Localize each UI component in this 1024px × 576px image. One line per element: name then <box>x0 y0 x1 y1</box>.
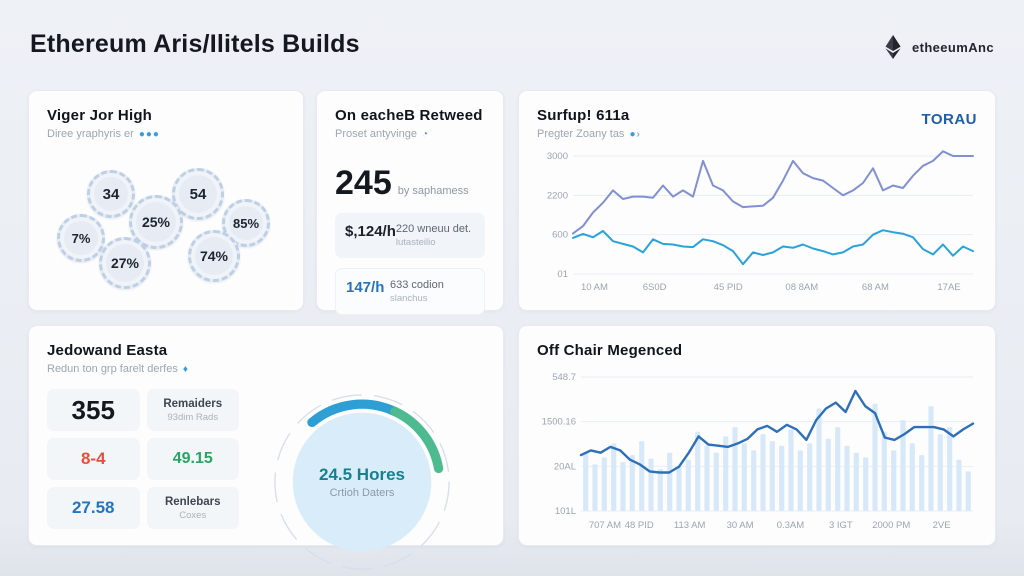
svg-text:600: 600 <box>552 230 568 241</box>
stat-row[interactable]: 147/h 633 codion slanchus <box>335 268 485 315</box>
stat-value: 49.15 <box>172 450 213 467</box>
stat-label: Remaiders <box>163 397 223 410</box>
brand-name: etheeumAnc <box>911 39 994 55</box>
card-surfup-chart: Surfup! 611a Pregter Zoany tas ●› TORAU … <box>518 90 996 311</box>
card-viger-jor-high: Viger Jor High Diree yraphyris er ●●● 34… <box>28 90 304 311</box>
info-dots-icon[interactable]: ●●● <box>138 128 160 140</box>
svg-text:01: 01 <box>557 269 568 280</box>
info-circle-icon[interactable]: ◔ <box>421 128 429 140</box>
stat-sublabel: 93dim Rads <box>167 411 219 423</box>
svg-text:2200: 2200 <box>547 190 568 201</box>
gear-badge[interactable]: 74% <box>188 230 240 282</box>
stat-grid: 355 Remaiders 93dim Rads 8-4 49.15 <box>47 389 239 575</box>
stat-value: 147/h <box>346 279 385 296</box>
svg-text:2000 PM: 2000 PM <box>872 520 910 531</box>
big-number: 245 <box>335 164 392 202</box>
big-number-caption: by saphamess <box>397 185 469 197</box>
gear-badge[interactable]: 34 <box>87 170 135 218</box>
svg-text:20AL: 20AL <box>554 461 576 472</box>
stat-sublabel: Coxes <box>179 509 207 521</box>
svg-text:30 AM: 30 AM <box>727 520 754 531</box>
card-title: Jedowand Easta <box>47 342 168 359</box>
gear-cluster: 34 54 25% 85% 7% 27% 74% <box>29 91 303 310</box>
stat-cell-positive[interactable]: 49.15 <box>146 438 239 480</box>
stat-label: Renlebars <box>164 495 221 508</box>
stat-sublabel: lutasteilio <box>395 237 436 248</box>
card-subtitle: Proset antyvinge <box>335 128 417 140</box>
stat-cell-renlebars[interactable]: Renlebars Coxes <box>146 487 239 529</box>
stat-cell-remaiders[interactable]: Remaiders 93dim Rads <box>146 389 239 431</box>
card-title: Surfup! 611a <box>537 107 630 124</box>
stat-cell-blue[interactable]: 27.58 <box>47 487 140 529</box>
stat-label: 220 wneuu det. <box>395 223 472 235</box>
stat-value: 355 <box>71 394 115 425</box>
svg-text:101L: 101L <box>555 506 576 517</box>
svg-text:68 AM: 68 AM <box>862 282 889 293</box>
info-dots-icon[interactable]: ●› <box>629 128 641 140</box>
legend-torau[interactable]: TORAU <box>921 111 977 128</box>
card-subtitle: Redun ton grp farelt derfes <box>47 363 178 375</box>
stat-sublabel: slanchus <box>390 293 428 304</box>
card-subtitle: Diree yraphyris er <box>47 128 134 140</box>
card-off-chair-chart: Off Chair Megenced 548.7 1500.16 20AL 101L 7… <box>518 325 996 546</box>
card-title: Viger Jor High <box>47 107 153 124</box>
card-on-eacheb-retweed: On eacheB Retweed Proset antyvinge ◔ 245… <box>316 90 504 315</box>
svg-text:45 PID: 45 PID <box>714 282 743 293</box>
card-title: Off Chair Megenced <box>537 342 683 359</box>
svg-text:707 AM: 707 AM <box>589 520 621 531</box>
page-title: Ethereum Aris/Ilitels Builds <box>30 30 360 58</box>
svg-text:2VE: 2VE <box>933 520 951 531</box>
svg-text:1500.16: 1500.16 <box>542 417 576 428</box>
card-title: On eacheB Retweed <box>335 107 483 124</box>
svg-text:10 AM: 10 AM <box>581 282 608 293</box>
stat-value: 27.58 <box>71 498 115 517</box>
svg-text:0.3AM: 0.3AM <box>777 520 805 531</box>
info-flag-icon[interactable]: ♦ <box>182 363 189 375</box>
svg-text:3 IGT: 3 IGT <box>829 520 853 531</box>
bar-line-chart[interactable]: 548.7 1500.16 20AL 101L 707 AM 48 PID 113 AM 30… <box>537 367 979 535</box>
svg-text:08 8AM: 08 8AM <box>785 282 818 293</box>
line-chart[interactable]: 3000 2200 600 01 10 AM 6S0D 45 PID 08 8AM 68 AM 1… <box>537 148 979 296</box>
gauge-ring-icon <box>274 394 450 570</box>
gauge: 24.5 Hores Crtioh Daters <box>239 389 485 575</box>
brand[interactable]: etheeumAnc <box>881 34 994 60</box>
svg-text:6S0D: 6S0D <box>643 282 667 293</box>
svg-text:3000: 3000 <box>547 151 568 162</box>
svg-text:113 AM: 113 AM <box>674 520 706 531</box>
gear-badge[interactable]: 27% <box>99 237 151 289</box>
stat-cell-negative[interactable]: 8-4 <box>47 438 140 480</box>
stat-cell-total[interactable]: 355 <box>47 389 140 431</box>
svg-text:48 PID: 48 PID <box>625 520 654 531</box>
card-jedowand-easta: Jedowand Easta Redun ton grp farelt derf… <box>28 325 504 570</box>
gear-badge[interactable]: 7% <box>57 214 105 262</box>
stat-label: 633 codion <box>390 279 444 291</box>
svg-text:548.7: 548.7 <box>552 372 576 383</box>
card-subtitle: Pregter Zoany tas <box>537 128 625 140</box>
ethereum-logo-icon <box>885 35 901 59</box>
stat-row[interactable]: $,124/h 220 wneuu det. lutasteilio <box>335 213 485 258</box>
stat-value: 8-4 <box>80 449 106 468</box>
svg-text:17AE: 17AE <box>937 282 960 293</box>
stat-value: $,124/h <box>345 223 396 240</box>
